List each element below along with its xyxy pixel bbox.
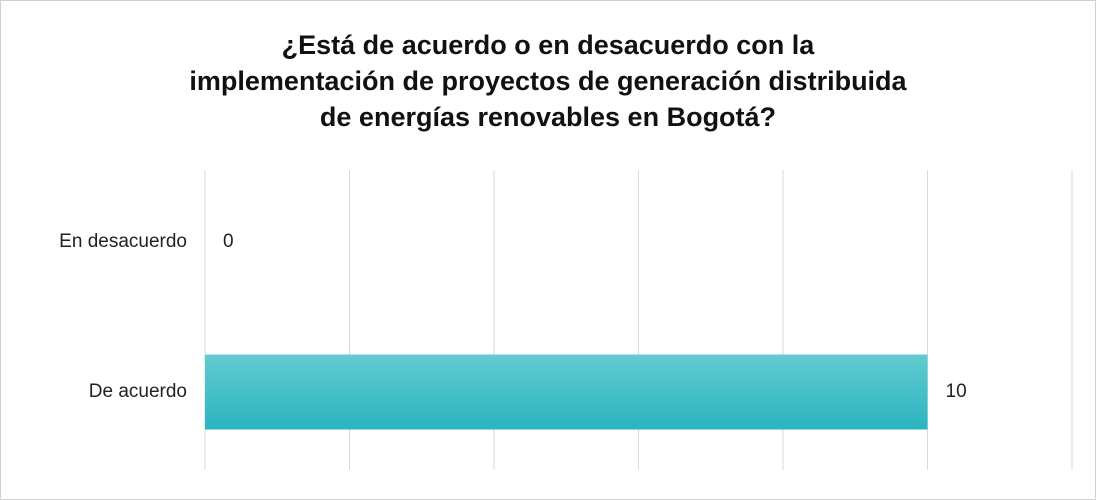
chart-title: de energías renovables en Bogotá?	[320, 102, 776, 132]
data-label: 10	[946, 381, 967, 402]
chart-title: implementación de proyectos de generació…	[189, 66, 907, 96]
data-label: 0	[223, 231, 234, 252]
y-tick-label: De acuerdo	[89, 381, 187, 402]
chart-title: ¿Está de acuerdo o en desacuerdo con la	[282, 30, 816, 60]
y-tick-label: En desacuerdo	[59, 231, 187, 252]
bar	[205, 354, 928, 430]
